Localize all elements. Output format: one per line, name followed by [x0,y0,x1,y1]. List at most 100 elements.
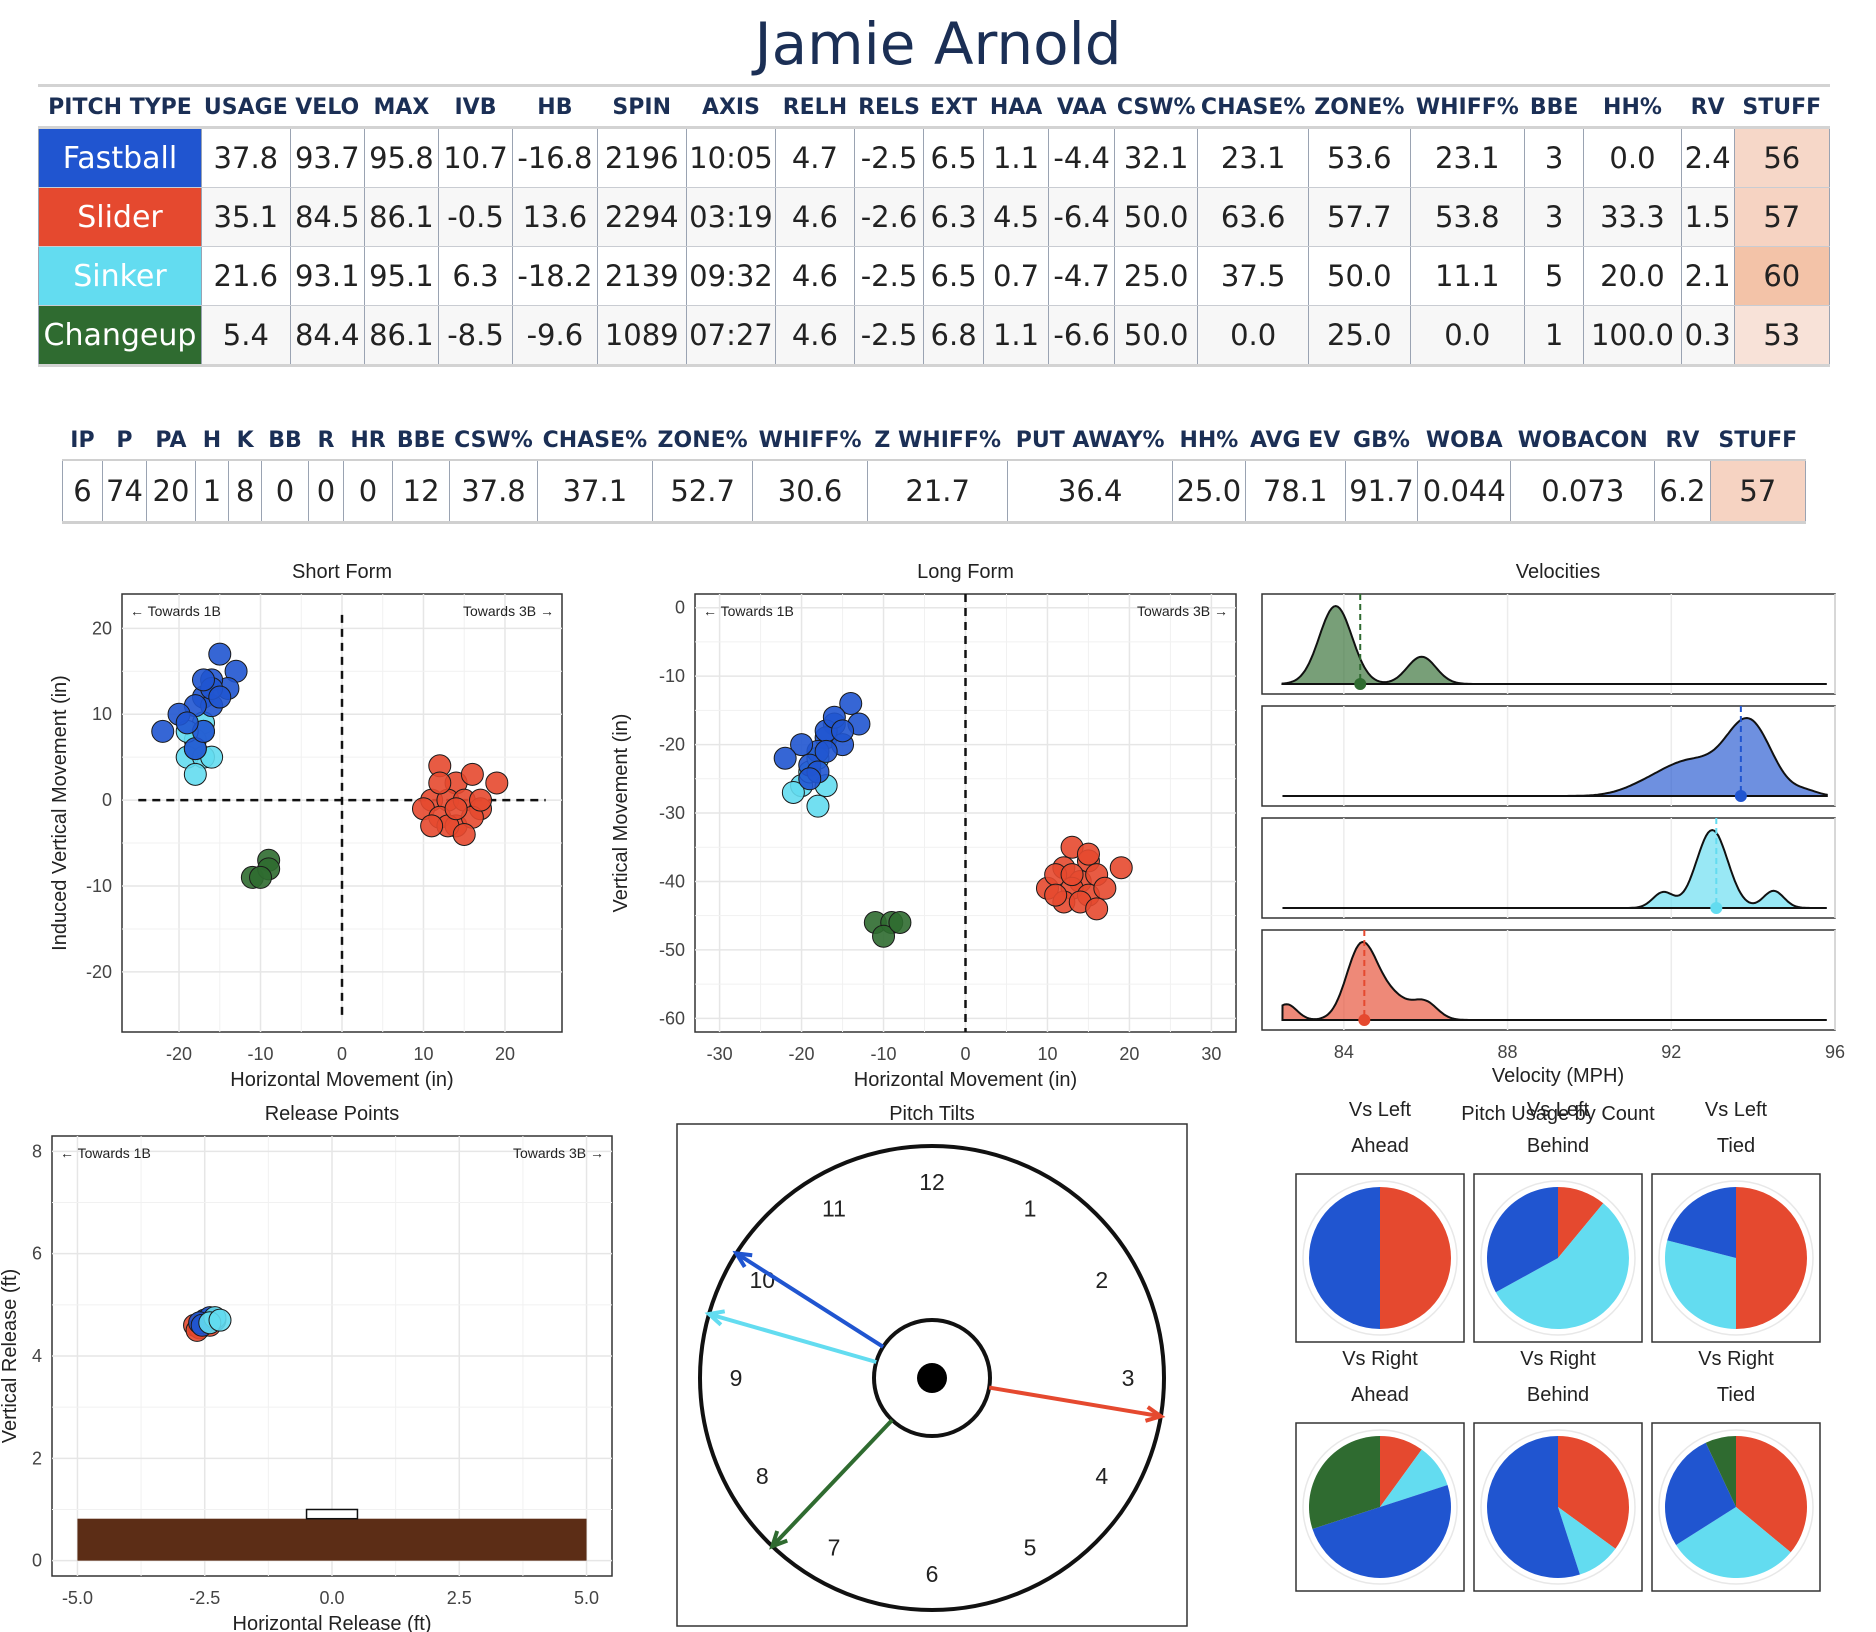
x-tick-label: -30 [707,1044,733,1064]
pitch-type-cell: Fastball [38,127,202,188]
pie-slice-fastball [1312,1485,1451,1578]
pie-label-handedness: Vs Left [1349,1099,1412,1121]
x-tick-label: 2.5 [447,1588,472,1608]
density-changeup [1281,604,1827,685]
pitch-table-cell: 57.7 [1308,187,1411,247]
pitch-table-cell: 2294 [596,187,687,247]
point-slider [1060,863,1084,887]
pie-label-handedness: Vs Right [1342,1348,1418,1370]
pitch-table-cell: 53.6 [1308,127,1411,188]
point-sinker [806,794,830,818]
pitch-table-cell: 1089 [596,305,687,367]
y-tick-label: 0 [32,1551,42,1571]
summary-cell: 37.8 [449,459,538,524]
pitch-table-cell: 2.4 [1680,127,1735,188]
point-slider [485,771,509,795]
pitch-table-cell: 0.0 [1197,305,1309,367]
pitching-rubber [305,1508,359,1520]
pitch-table-cell: 11.1 [1409,246,1525,306]
pie-slice-fastball [1667,1187,1736,1258]
pitch-table-cell: -4.7 [1048,246,1116,306]
density-sinker [1282,828,1827,909]
clock-label: 3 [1122,1365,1135,1391]
pitch-row: Slider 35.1 84.5 86.1 -0.5 13.6 2294 03:19 4.6 -2… [38,187,1831,247]
y-tick-label: 20 [92,618,112,638]
point-slider [1093,876,1117,900]
pitch-table-cell: 4.5 [982,187,1050,247]
pitch-table-cell: 0.0 [1409,305,1525,367]
clock-face [698,1144,1166,1612]
velocity-panel-slider [1261,929,1836,1031]
x-tick-label: -10 [248,1044,274,1064]
pitch-table-cell: 2.1 [1680,246,1735,306]
y-tick-label: 8 [32,1141,42,1161]
y-tick-label: 6 [32,1244,42,1264]
pitch-table-cell: 53.8 [1409,187,1525,247]
tilt-arrow-fastball [735,1251,885,1349]
x-axis-label: Horizontal Movement (in) [854,1069,1077,1091]
usage-pie-panel [1651,1173,1821,1343]
pie-grid [1480,1429,1636,1585]
pitch-table-cell: 6.8 [923,305,984,367]
point-fastball [191,668,215,692]
annotation-towards-3b: Towards 3B → [1137,603,1228,619]
pitch-table-col-1: USAGE [203,95,288,120]
x-tick-label: 92 [1661,1042,1681,1062]
pitch-row: Changeup 5.4 84.4 86.1 -8.5 -9.6 1089 07:27 4.6-… [38,305,1831,367]
pitch-row: Fastball 37.8 93.7 95.8 10.7 -16.8 2196 10:05 4.… [38,127,1831,188]
summary-cell: 21.7 [867,459,1009,524]
pie-label-count: Ahead [1351,1384,1409,1406]
pitch-table-cell: 37.5 [1197,246,1309,306]
pie-slice-sinker [1380,1449,1448,1507]
summary-col-19: WOBACON [1517,428,1648,453]
pitch-table-cell: 09:32 [685,246,777,306]
y-tick-label: -60 [659,1008,685,1028]
mound [77,1518,587,1561]
pie-slice-slider [1736,1436,1808,1553]
summary-col-3: H [202,428,222,453]
pitch-table-cell: 86.1 [363,187,439,247]
point-slider [1085,897,1109,921]
pitch-table-col-9: RELS [858,95,920,120]
x-tick-label: 5.0 [574,1588,599,1608]
annotation-towards-1b: ← Towards 1B [60,1145,151,1161]
summary-col-14: PUT AWAY% [1015,428,1165,453]
summary-col-20: RV [1665,428,1700,453]
point-fastball [814,739,838,763]
x-axis-label: Horizontal Movement (in) [230,1069,453,1091]
pitch-table-col-17: BBE [1529,95,1579,120]
pitch-table-col-18: HH% [1603,95,1662,120]
pie-slice-changeup [1308,1436,1380,1529]
x-tick-label: -5.0 [62,1588,93,1608]
point-slider [1076,842,1100,866]
clock-center [917,1363,947,1393]
summary-col-12: WHIFF% [758,428,862,453]
pitch-table-cell: 0.7 [982,246,1050,306]
density-slider [1281,940,1827,1021]
pie-label-handedness: Vs Left [1705,1099,1768,1121]
summary-cell: 37.1 [536,459,654,524]
summary-cell: 0.073 [1510,459,1656,524]
pie-slice-sinker [1676,1507,1791,1579]
pitch-table-cell: -6.4 [1048,187,1116,247]
pitch-table-cell: 63.6 [1197,187,1309,247]
tilt-arrowhead [732,1250,753,1269]
y-tick-label: 0 [675,598,685,618]
pitch-table-cell: 2139 [596,246,687,306]
pitch-table-col-7: AXIS [701,95,760,120]
summary-col-21: STUFF [1718,428,1798,453]
usage-pie-panel [1651,1422,1821,1592]
summary-cell: 74 [101,459,148,524]
y-tick-label: 0 [102,790,112,810]
usage-pie-panel [1295,1173,1465,1343]
point-changeup [249,865,273,889]
density-fastball [1282,716,1828,797]
summary-cell: 91.7 [1344,459,1419,524]
pitch-table-cell: 6.5 [923,246,984,306]
summary-cell: 0.044 [1417,459,1512,524]
pitch-table-cell: 3 [1523,187,1585,247]
summary-col-6: R [317,428,335,453]
pitch-table-cell: 86.1 [363,305,439,367]
pitch-table-cell: -8.5 [437,305,514,367]
pitch-table-cell: -2.6 [853,187,925,247]
